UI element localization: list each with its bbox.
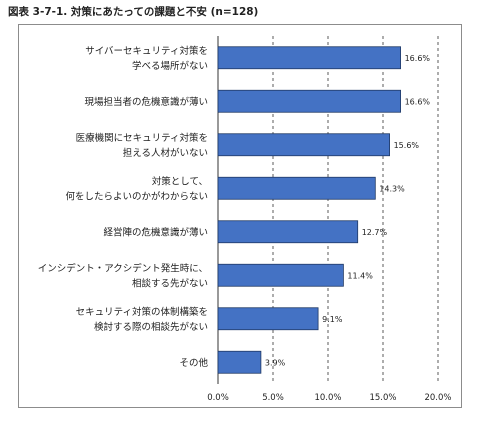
data-label: 15.6% bbox=[394, 141, 420, 150]
category-label: 検討する際の相談先がない bbox=[94, 321, 208, 333]
data-label: 16.6% bbox=[405, 54, 431, 63]
x-tick-label: 5.0% bbox=[262, 393, 284, 403]
category-label: 対策として、 bbox=[152, 175, 208, 187]
category-label: 何をしたらよいのかがわからない bbox=[65, 190, 208, 202]
bar bbox=[217, 176, 376, 200]
data-label: 3.9% bbox=[265, 358, 286, 367]
category-label: インシデント・アクシデント発生時に、 bbox=[38, 262, 208, 274]
bar bbox=[217, 263, 344, 287]
category-label: セキュリティ対策の体制構築を bbox=[76, 306, 208, 318]
x-tick-label: 15.0% bbox=[369, 393, 396, 403]
bar bbox=[217, 350, 262, 374]
data-label: 11.4% bbox=[347, 271, 373, 280]
bar bbox=[217, 220, 359, 244]
category-label: サイバーセキュリティ対策を bbox=[85, 45, 208, 57]
x-tick-label: 20.0% bbox=[424, 393, 451, 403]
figure-title: 図表 3-7-1. 対策にあたっての課題と不安 (n=128) bbox=[8, 6, 259, 18]
category-label: 医療機関にセキュリティ対策を bbox=[76, 132, 208, 144]
data-label: 16.6% bbox=[405, 97, 431, 106]
bar bbox=[217, 307, 319, 331]
data-label: 9.1% bbox=[322, 315, 343, 324]
category-label: 相談する先がない bbox=[132, 277, 208, 289]
x-tick-label: 10.0% bbox=[314, 393, 341, 403]
bar bbox=[217, 46, 402, 70]
x-tick-label: 0.0% bbox=[207, 393, 229, 403]
chart-frame bbox=[18, 24, 462, 408]
category-label: 学べる場所がない bbox=[132, 60, 208, 72]
category-label: 担える人材がいない bbox=[123, 147, 208, 159]
bar bbox=[217, 133, 391, 157]
category-label: 現場担当者の危機意識が薄い bbox=[84, 96, 208, 108]
data-label: 12.7% bbox=[362, 228, 388, 237]
data-label: 14.3% bbox=[379, 184, 405, 193]
bar bbox=[217, 89, 402, 113]
category-label: 経営陣の危機意識が薄い bbox=[103, 226, 208, 238]
category-label: その他 bbox=[179, 357, 208, 369]
